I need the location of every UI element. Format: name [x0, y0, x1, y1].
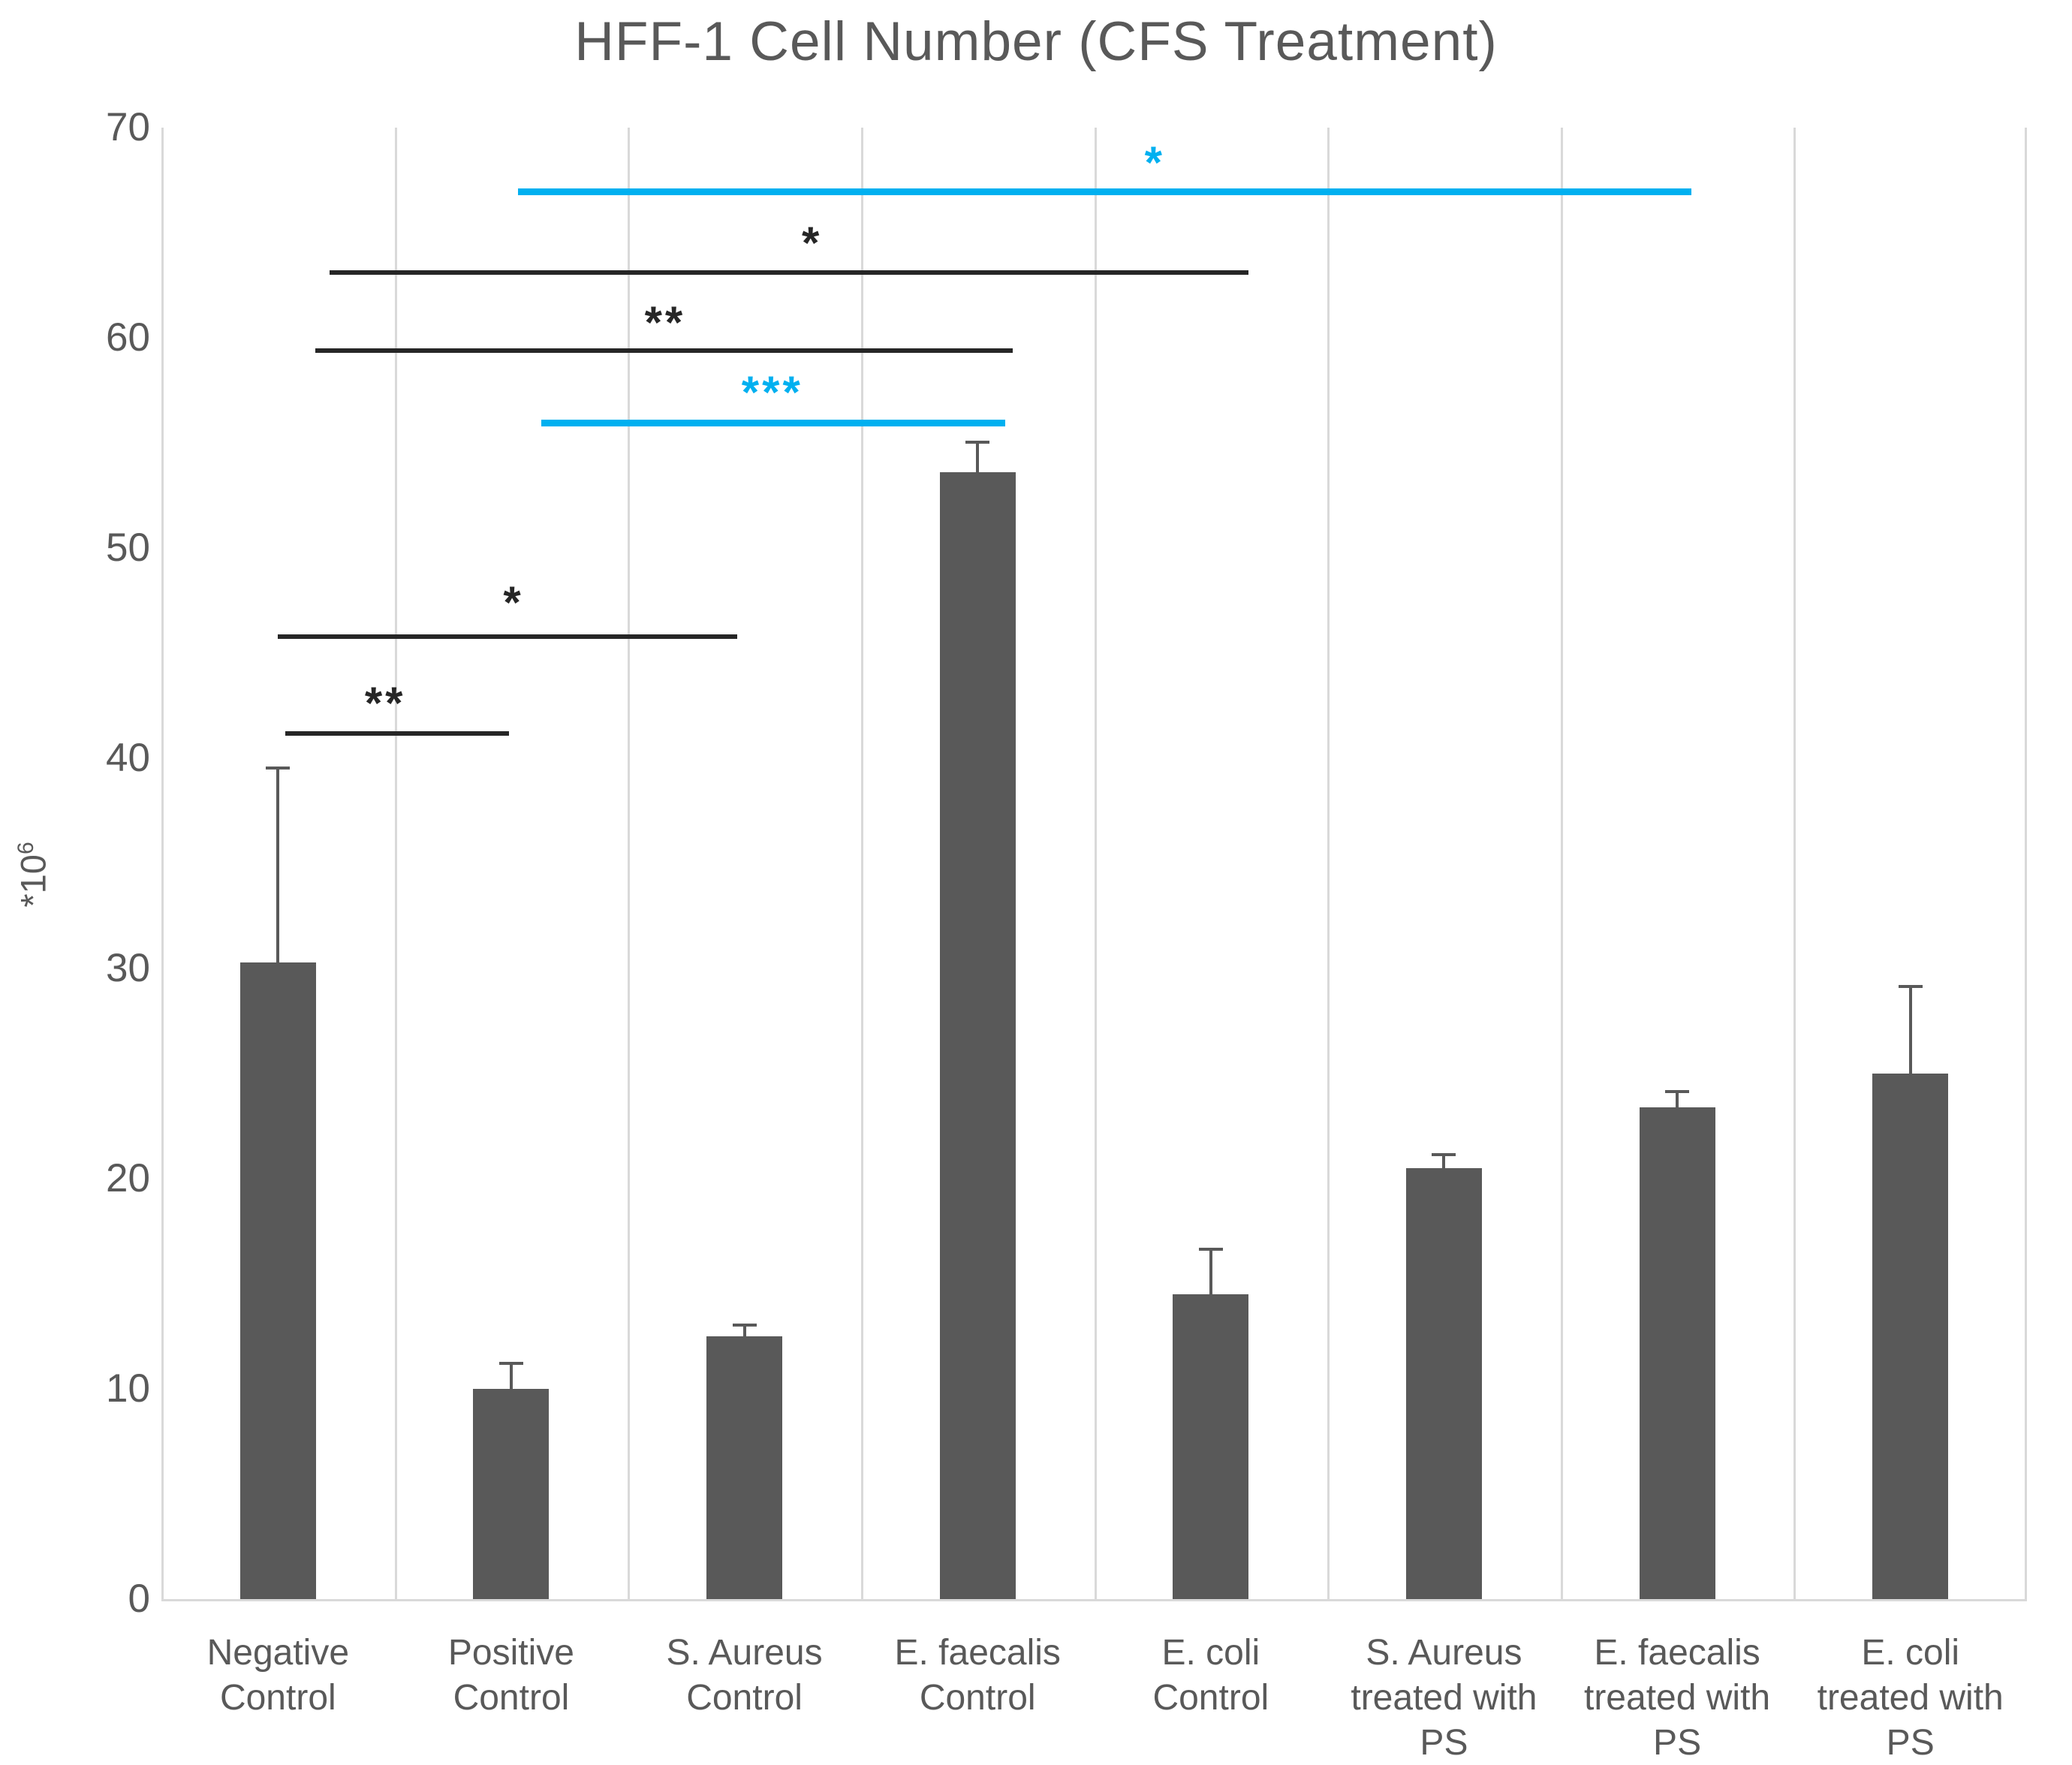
significance-stars: ** — [364, 677, 406, 728]
bar — [239, 962, 316, 1599]
y-axis-title: *106 — [13, 842, 54, 907]
bar — [706, 1336, 783, 1599]
error-bar-cap — [1432, 1153, 1456, 1157]
error-bar-cap — [266, 767, 291, 770]
chart-title: HFF-1 Cell Number (CFS Treatment) — [574, 11, 1498, 72]
x-axis-line — [161, 1599, 2027, 1601]
y-tick-label: 70 — [106, 105, 150, 149]
vertical-gridline — [2025, 128, 2027, 1599]
significance-line — [315, 348, 1013, 353]
vertical-gridline — [394, 128, 397, 1599]
significance-stars: * — [503, 577, 524, 628]
error-bar-cap — [1198, 1248, 1223, 1251]
x-axis-category-label: E. faecalis Control — [894, 1633, 1061, 1718]
y-tick-label: 40 — [106, 736, 150, 780]
vertical-gridline — [1793, 128, 1796, 1599]
vertical-gridline — [628, 128, 631, 1599]
y-axis-title-exponent: 6 — [13, 842, 38, 855]
x-axis-category-label: E. coli treated with PS — [1817, 1633, 2004, 1763]
error-bar-line — [976, 441, 980, 474]
error-bar-cap — [965, 441, 990, 444]
bar — [473, 1389, 550, 1599]
vertical-gridline — [1327, 128, 1330, 1599]
error-bar-line — [1209, 1248, 1212, 1296]
x-axis-category-label: S. Aureus Control — [666, 1633, 823, 1718]
significance-line — [278, 634, 738, 639]
x-axis-category-label: E. faecalis treated with PS — [1583, 1633, 1771, 1763]
error-bar-cap — [732, 1324, 757, 1327]
significance-line — [541, 420, 1006, 427]
y-tick-label: 30 — [106, 946, 150, 990]
error-bar-cap — [1665, 1090, 1690, 1094]
x-axis-category-label: E. coli Control — [1152, 1633, 1269, 1718]
y-tick-label: 20 — [106, 1156, 150, 1200]
error-bar-line — [1908, 985, 1912, 1075]
significance-stars: * — [1144, 137, 1165, 188]
error-bar-line — [1676, 1090, 1679, 1109]
x-axis-category-label: Positive Control — [447, 1633, 574, 1718]
x-axis-category-label: Negative Control — [206, 1633, 350, 1718]
y-tick-label: 50 — [106, 526, 150, 570]
error-bar-cap — [1898, 985, 1923, 989]
vertical-gridline — [860, 128, 863, 1599]
y-axis-line — [161, 128, 164, 1599]
bar — [1405, 1168, 1482, 1599]
bar — [1872, 1074, 1949, 1599]
vertical-gridline — [1560, 128, 1563, 1599]
bar — [1639, 1107, 1715, 1599]
error-bar-line — [1442, 1153, 1446, 1170]
bar — [1173, 1294, 1249, 1599]
plot-area: * * ** *** * ** — [161, 128, 2027, 1601]
error-bar-line — [509, 1361, 513, 1390]
significance-line — [329, 270, 1248, 276]
y-tick-label: 10 — [106, 1366, 150, 1411]
y-axis-title-base: *10 — [13, 854, 53, 908]
y-tick-label: 0 — [128, 1577, 150, 1621]
significance-stars: ** — [644, 297, 686, 348]
error-bar-cap — [498, 1361, 523, 1365]
x-axis-category-label: S. Aureus treated with PS — [1351, 1633, 1537, 1763]
error-bar-line — [742, 1324, 746, 1338]
significance-stars: * — [801, 217, 823, 268]
error-bar-line — [276, 767, 280, 964]
vertical-gridline — [1094, 128, 1097, 1599]
significance-line — [285, 730, 509, 736]
bar — [939, 472, 1016, 1599]
y-tick-label: 60 — [106, 315, 150, 360]
significance-stars: *** — [741, 366, 803, 417]
significance-line — [518, 188, 1691, 196]
